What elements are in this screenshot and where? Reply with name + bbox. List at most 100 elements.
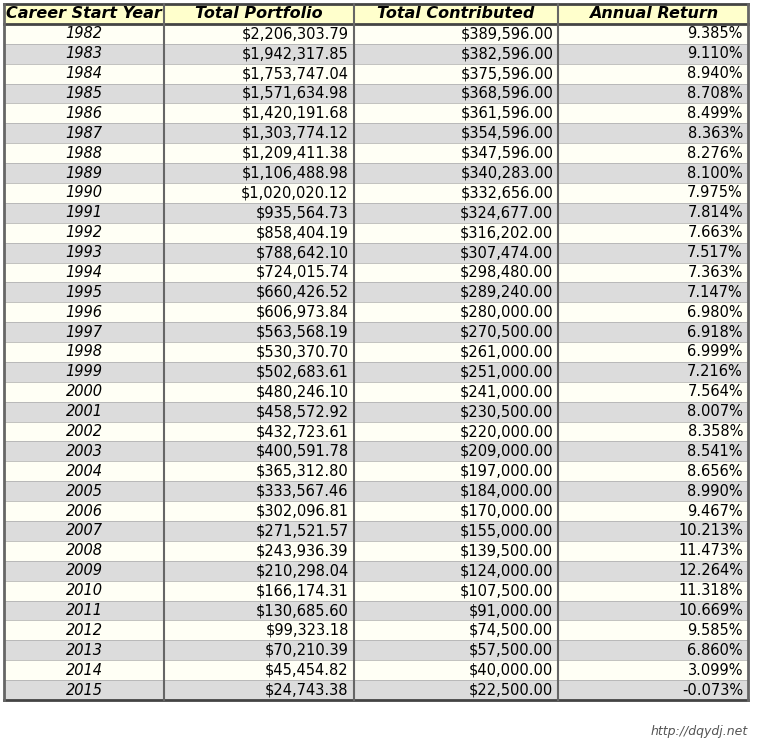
Text: 2005: 2005 — [65, 484, 103, 499]
Text: $1,753,747.04: $1,753,747.04 — [242, 66, 349, 81]
Text: 8.940%: 8.940% — [687, 66, 743, 81]
Text: 8.358%: 8.358% — [688, 424, 743, 439]
Text: $333,567.46: $333,567.46 — [256, 484, 349, 499]
Text: $230,500.00: $230,500.00 — [460, 404, 553, 419]
Text: $1,942,317.85: $1,942,317.85 — [242, 46, 349, 62]
Bar — [4, 601, 748, 620]
Text: $354,596.00: $354,596.00 — [461, 126, 553, 141]
Text: 2003: 2003 — [65, 444, 103, 459]
Text: $316,202.00: $316,202.00 — [460, 225, 553, 240]
Text: $324,677.00: $324,677.00 — [460, 206, 553, 220]
Text: $280,000.00: $280,000.00 — [460, 304, 553, 320]
Bar — [4, 83, 748, 104]
Text: $432,723.61: $432,723.61 — [256, 424, 349, 439]
Text: $1,571,634.98: $1,571,634.98 — [242, 86, 349, 101]
Text: 1994: 1994 — [65, 265, 103, 280]
Text: 2007: 2007 — [65, 524, 103, 538]
Text: Career Start Year: Career Start Year — [6, 7, 162, 22]
Text: $57,500.00: $57,500.00 — [469, 643, 553, 658]
Text: $251,000.00: $251,000.00 — [460, 364, 553, 380]
Bar — [4, 382, 748, 402]
Text: 8.363%: 8.363% — [688, 126, 743, 141]
Bar — [4, 482, 748, 501]
Bar — [4, 362, 748, 382]
Text: 7.564%: 7.564% — [687, 384, 743, 399]
Text: 9.467%: 9.467% — [687, 503, 743, 518]
Bar — [4, 342, 748, 362]
Text: 2004: 2004 — [65, 464, 103, 478]
Text: 9.585%: 9.585% — [688, 623, 743, 638]
Text: 1992: 1992 — [65, 225, 103, 240]
Text: $139,500.00: $139,500.00 — [460, 543, 553, 558]
Text: Total Contributed: Total Contributed — [377, 7, 535, 22]
Text: $788,642.10: $788,642.10 — [255, 245, 349, 260]
Text: 2011: 2011 — [65, 603, 103, 618]
Text: 1986: 1986 — [65, 106, 103, 121]
Text: 1995: 1995 — [65, 285, 103, 300]
Text: 2008: 2008 — [65, 543, 103, 558]
Text: $45,454.82: $45,454.82 — [265, 663, 349, 678]
Bar — [4, 104, 748, 123]
Text: 2000: 2000 — [65, 384, 103, 399]
Bar — [4, 24, 748, 44]
Bar — [4, 143, 748, 163]
Text: $1,106,488.98: $1,106,488.98 — [242, 166, 349, 181]
Bar — [4, 422, 748, 442]
Text: 9.385%: 9.385% — [688, 26, 743, 41]
Text: 2012: 2012 — [65, 623, 103, 638]
Text: 1998: 1998 — [65, 344, 103, 359]
Text: $220,000.00: $220,000.00 — [460, 424, 553, 439]
Text: 3.099%: 3.099% — [688, 663, 743, 678]
Text: 7.975%: 7.975% — [687, 185, 743, 200]
Text: 6.918%: 6.918% — [688, 325, 743, 340]
Bar — [4, 461, 748, 482]
Text: $74,500.00: $74,500.00 — [469, 623, 553, 638]
Bar — [4, 680, 748, 700]
Text: 1996: 1996 — [65, 304, 103, 320]
Text: $241,000.00: $241,000.00 — [460, 384, 553, 399]
Text: 1997: 1997 — [65, 325, 103, 340]
Text: $347,596.00: $347,596.00 — [461, 146, 553, 160]
Bar — [4, 223, 748, 243]
Bar — [4, 4, 748, 24]
Text: -0.073%: -0.073% — [682, 682, 743, 698]
Text: $243,936.39: $243,936.39 — [256, 543, 349, 558]
Bar — [4, 283, 748, 302]
Text: $382,596.00: $382,596.00 — [461, 46, 553, 62]
Bar — [4, 123, 748, 143]
Text: $480,246.10: $480,246.10 — [255, 384, 349, 399]
Text: 2001: 2001 — [65, 404, 103, 419]
Text: $209,000.00: $209,000.00 — [460, 444, 553, 459]
Text: 8.499%: 8.499% — [688, 106, 743, 121]
Text: 2015: 2015 — [65, 682, 103, 698]
Text: 10.213%: 10.213% — [678, 524, 743, 538]
Text: 6.860%: 6.860% — [687, 643, 743, 658]
Bar — [4, 302, 748, 322]
Text: $170,000.00: $170,000.00 — [460, 503, 553, 518]
Text: $155,000.00: $155,000.00 — [460, 524, 553, 538]
Text: $502,683.61: $502,683.61 — [256, 364, 349, 380]
Text: 7.663%: 7.663% — [688, 225, 743, 240]
Text: 11.473%: 11.473% — [678, 543, 743, 558]
Text: 8.276%: 8.276% — [687, 146, 743, 160]
Bar — [4, 322, 748, 342]
Text: $660,426.52: $660,426.52 — [255, 285, 349, 300]
Text: $1,020,020.12: $1,020,020.12 — [241, 185, 349, 200]
Text: 1999: 1999 — [65, 364, 103, 380]
Text: 1991: 1991 — [65, 206, 103, 220]
Text: $606,973.84: $606,973.84 — [256, 304, 349, 320]
Text: 12.264%: 12.264% — [678, 563, 743, 578]
Text: 1993: 1993 — [65, 245, 103, 260]
Text: $724,015.74: $724,015.74 — [255, 265, 349, 280]
Text: $302,096.81: $302,096.81 — [255, 503, 349, 518]
Text: 2009: 2009 — [65, 563, 103, 578]
Text: 7.363%: 7.363% — [688, 265, 743, 280]
Text: http://dqydj.net: http://dqydj.net — [651, 725, 748, 739]
Text: $1,420,191.68: $1,420,191.68 — [242, 106, 349, 121]
Text: 9.110%: 9.110% — [687, 46, 743, 62]
Text: $2,206,303.79: $2,206,303.79 — [242, 26, 349, 41]
Text: $375,596.00: $375,596.00 — [461, 66, 553, 81]
Text: 7.517%: 7.517% — [687, 245, 743, 260]
Text: $361,596.00: $361,596.00 — [461, 106, 553, 121]
Text: 1985: 1985 — [65, 86, 103, 101]
